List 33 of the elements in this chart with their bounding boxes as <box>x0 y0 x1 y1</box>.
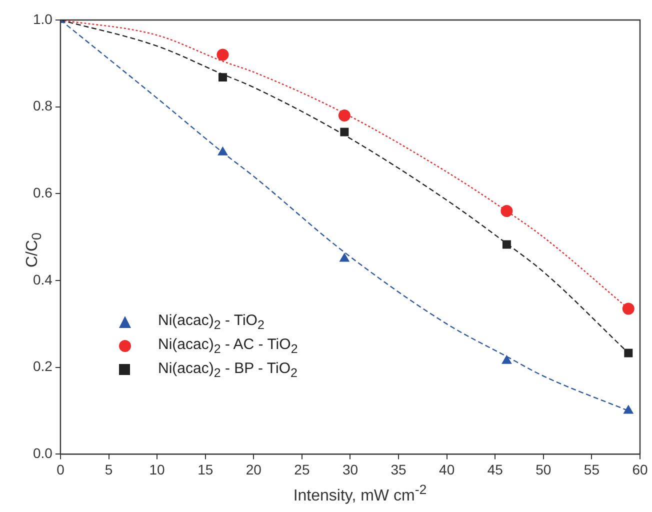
point <box>338 110 350 122</box>
y-tick-label: 0.0 <box>32 445 53 462</box>
x-tick-label: 25 <box>294 461 310 478</box>
point <box>502 354 512 364</box>
x-tick-label: 35 <box>390 461 407 478</box>
point <box>622 302 634 315</box>
point <box>624 348 633 358</box>
y-tick-label: 1.0 <box>32 10 53 27</box>
x-tick-label: 15 <box>198 461 214 478</box>
x-tick-label: 0 <box>56 461 65 478</box>
point <box>218 73 227 82</box>
legend-label: Ni(acac)$_{2}$ - BP - TiO$_{2}$ <box>158 360 298 380</box>
x-tick-label: 50 <box>536 461 552 478</box>
x-tick-label: 5 <box>104 461 113 478</box>
point <box>340 128 349 136</box>
legend-label: Ni(acac)$_{2}$ - TiO$_{2}$ <box>158 312 264 332</box>
y-tick-label: 0.6 <box>32 184 53 201</box>
x-tick-label: 55 <box>584 461 600 478</box>
x-tick-label: 10 <box>149 461 166 478</box>
x-axis-title: Intensity, mW cm$^{-2}$ <box>292 482 428 506</box>
point <box>623 404 634 414</box>
legend-label: Ni(acac)$_{2}$ - AC - TiO$_{2}$ <box>158 336 298 356</box>
x-tick-label: 40 <box>439 461 455 478</box>
x-tick-label: 20 <box>246 461 262 478</box>
y-tick-label: 0.2 <box>32 358 53 374</box>
point <box>216 48 229 61</box>
point <box>500 205 513 218</box>
x-tick-label: 45 <box>487 461 504 478</box>
y-tick-label: 0.8 <box>32 98 53 114</box>
x-tick-label: 60 <box>632 461 648 478</box>
point <box>339 252 350 262</box>
x-tick-label: 30 <box>342 461 358 478</box>
y-tick-label: 0.4 <box>32 271 53 288</box>
